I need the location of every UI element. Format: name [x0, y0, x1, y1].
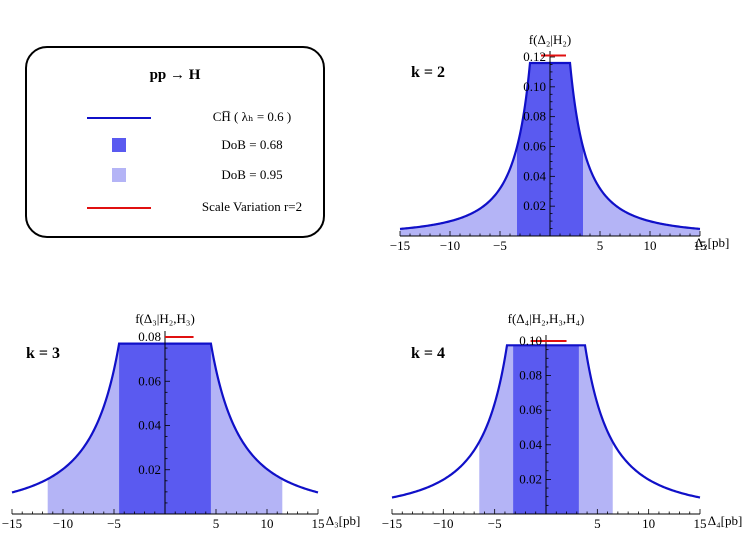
y-tick-label: 0.04 — [138, 418, 161, 433]
legend: pp → H CH̅ ( λₕ = 0.6 ) DoB = 0.68 DoB =… — [25, 46, 325, 238]
y-tick-label: 0.02 — [138, 462, 161, 477]
x-tick-label: 10 — [261, 516, 274, 531]
legend-item-ch: CH̅ ( λₕ = 0.6 ) — [27, 107, 323, 129]
chart-panel-3 — [11, 331, 319, 515]
x-tick-label: 15 — [694, 238, 707, 253]
y-tick-label: 0.08 — [519, 368, 542, 383]
legend-title: pp → H — [149, 67, 201, 83]
x-tick-label: −15 — [2, 516, 22, 531]
y-tick-label: 0.02 — [523, 198, 546, 213]
y-tick-label: 0.02 — [519, 471, 542, 486]
y-tick-label: 0.08 — [138, 329, 161, 344]
x-tick-label: −10 — [433, 516, 453, 531]
x-axis-label: Δ₃[pb] — [326, 513, 361, 528]
x-tick-label: 10 — [642, 516, 655, 531]
y-tick-label: 0.08 — [523, 109, 546, 124]
legend-label-dob68: DoB = 0.68 — [221, 137, 283, 152]
legend-item-dob68: DoB = 0.68 — [27, 135, 323, 157]
legend-label-dob95: DoB = 0.95 — [221, 167, 283, 182]
legend-line-symbol — [87, 107, 151, 129]
y-tick-label: 0.04 — [523, 168, 546, 183]
x-tick-label: 15 — [312, 516, 325, 531]
legend-item-scale: Scale Variation r=2 — [27, 197, 323, 219]
legend-label-ch: CH̅ ( λₕ = 0.6 ) — [212, 109, 292, 124]
panel-title: f(Δ₂|H₂) — [529, 32, 571, 47]
x-tick-label: −10 — [440, 238, 460, 253]
panel-label: k = 2 — [411, 64, 445, 81]
chart-panel-4 — [391, 335, 701, 515]
legend-label-scale: Scale Variation r=2 — [201, 199, 303, 214]
y-tick-label: 0.06 — [523, 139, 546, 154]
y-tick-label: 0.04 — [519, 437, 542, 452]
legend-square-dob68 — [87, 135, 151, 157]
panel-title: f(Δ₃|H₂,H₃) — [135, 311, 195, 326]
x-tick-label: 5 — [594, 516, 601, 531]
x-tick-label: 5 — [213, 516, 220, 531]
panel-title: f(Δ₄|H₂,H₃,H₄) — [508, 311, 585, 326]
x-axis-label: Δ₄[pb] — [708, 513, 743, 528]
x-tick-label: −15 — [382, 516, 402, 531]
x-tick-label: −5 — [107, 516, 121, 531]
y-tick-label: 0.06 — [138, 373, 161, 388]
legend-square-dob95 — [87, 165, 151, 187]
x-tick-label: −10 — [53, 516, 73, 531]
x-tick-label: 10 — [644, 238, 657, 253]
x-tick-label: −5 — [493, 238, 507, 253]
y-tick-label: 0.06 — [519, 402, 542, 417]
x-tick-label: −15 — [390, 238, 410, 253]
chart-panel-2 — [399, 51, 701, 237]
x-tick-label: 5 — [597, 238, 604, 253]
legend-line-scale — [87, 197, 151, 219]
x-axis-label: Δ₂[pb] — [695, 235, 730, 250]
legend-item-dob95: DoB = 0.95 — [27, 165, 323, 187]
x-tick-label: −5 — [488, 516, 502, 531]
y-tick-label: 0.10 — [519, 333, 542, 348]
x-tick-label: 15 — [694, 516, 707, 531]
y-tick-label: 0.12 — [523, 49, 546, 64]
y-tick-label: 0.10 — [523, 79, 546, 94]
panel-label: k = 3 — [26, 345, 60, 362]
panel-label: k = 4 — [411, 345, 445, 362]
